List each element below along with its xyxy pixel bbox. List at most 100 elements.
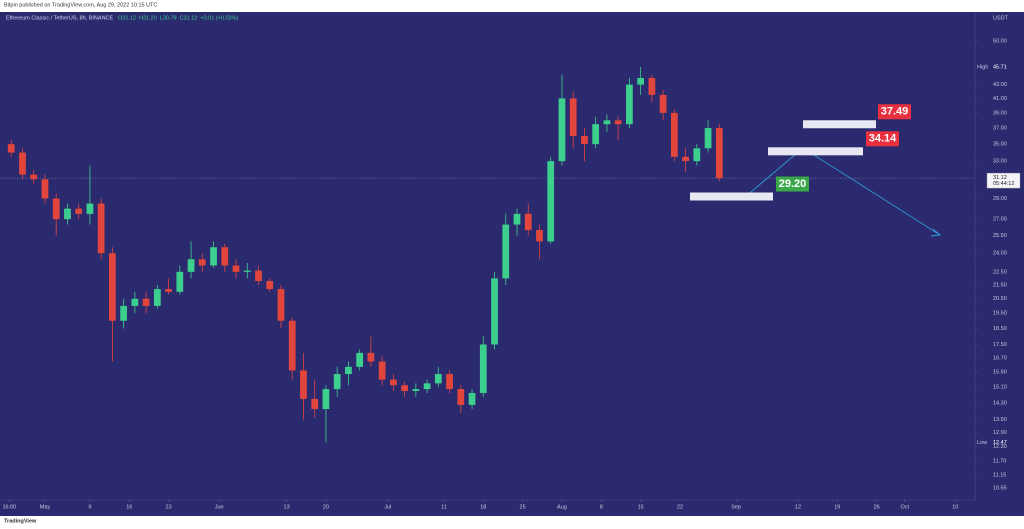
y-tick-label: 24.00 (993, 251, 1007, 257)
price-callout: 34.14 (869, 133, 897, 145)
x-tick-label: 12 (795, 504, 801, 510)
candle-body (30, 174, 38, 180)
candle-body (491, 278, 498, 345)
candle-body (479, 344, 487, 393)
candle-body (581, 135, 588, 145)
candle-body (333, 374, 341, 390)
candle-body (153, 289, 161, 306)
candle-body (569, 98, 577, 136)
y-tick-label: 43.00 (993, 82, 1007, 88)
candle-body (693, 148, 701, 162)
last-price-value: 31.12 (993, 175, 1007, 181)
y-tick-label: 50.00 (993, 38, 1007, 44)
candle-body (401, 385, 408, 392)
x-tick-label: Aug (557, 504, 567, 510)
y-tick-label: 10.65 (993, 486, 1007, 492)
candle-body (52, 198, 60, 220)
y-tick-label: 17.50 (993, 342, 1007, 348)
ohlc-value: L30.79 (160, 15, 177, 21)
candle-body (311, 398, 319, 410)
ohlc-value: +0.01 (+0.03%) (200, 15, 238, 21)
x-tick-label: Sep (731, 504, 741, 510)
y-tick-label: 29.00 (993, 196, 1007, 202)
symbol-title: Ethereum Classic / TetherUS, 8h, BINANCE (6, 15, 114, 21)
candle-body (614, 120, 622, 125)
candle-body (322, 389, 330, 410)
candle-body (536, 230, 543, 242)
low-marker-label: Low (977, 440, 987, 446)
x-tick-label: 23 (166, 504, 172, 510)
chart-background (0, 12, 1024, 516)
y-tick-label: 21.50 (993, 282, 1007, 288)
x-tick-label: 26 (874, 504, 880, 510)
candle-body (120, 305, 128, 321)
y-tick-label: 12.30 (993, 444, 1007, 450)
candle-body (513, 213, 521, 225)
x-tick-label: 11 (441, 504, 447, 510)
candle-body (704, 128, 712, 149)
candle-body (7, 144, 15, 153)
footer-logo: TradingView (4, 518, 37, 524)
y-tick-label: 16.70 (993, 355, 1007, 361)
candle-body (659, 94, 667, 113)
y-tick-label: 11.15 (993, 472, 1006, 478)
candle-body (97, 203, 105, 254)
x-tick-label: Oct (900, 504, 909, 510)
candle-body (243, 270, 251, 272)
x-tick-label: 10 (952, 504, 958, 510)
candle-body (131, 298, 139, 306)
y-tick-label: 13.50 (993, 417, 1007, 423)
y-tick-label: 39.00 (993, 110, 1007, 116)
y-tick-label: 14.30 (993, 400, 1007, 406)
candle-body (423, 383, 431, 390)
y-tick-label: 37.00 (993, 126, 1007, 132)
x-tick-label: 16:00 (2, 504, 16, 510)
candle-body (187, 259, 195, 272)
candle-body (502, 224, 510, 279)
y-tick-label: 20.50 (993, 296, 1007, 302)
candle-body (412, 389, 420, 392)
candle-body (356, 352, 364, 367)
candle-body (670, 112, 678, 157)
price-callout-bg (878, 104, 911, 120)
ohlc-value: O31.12 (118, 15, 136, 21)
y-tick-label: 25.50 (993, 233, 1007, 239)
x-tick-label: 22 (677, 504, 683, 510)
low-marker-value: 12.47 (993, 440, 1007, 446)
x-tick-label: Jun (215, 504, 224, 510)
y-tick-label: 15.90 (993, 370, 1007, 376)
candle-body (109, 253, 116, 321)
candle-body (210, 247, 217, 266)
header: Bitpin published on TradingView.com, Aug… (4, 2, 157, 8)
x-tick-label: 8 (600, 504, 603, 510)
candle-body (165, 289, 172, 292)
candle-body (221, 247, 229, 266)
candle-body (603, 120, 611, 125)
x-tick-label: May (40, 504, 51, 510)
candle-body (434, 374, 442, 384)
candle-body (524, 213, 532, 231)
candle-body (86, 203, 94, 214)
zone-box (803, 120, 876, 129)
y-tick-label: 12.90 (993, 430, 1007, 436)
candle-body (300, 370, 307, 399)
candle-body (468, 392, 476, 405)
high-marker-value: 45.71 (993, 64, 1007, 70)
candle-body (446, 374, 453, 390)
price-callout: 29.20 (779, 178, 807, 190)
candle-body (558, 98, 566, 162)
zone-box (690, 192, 773, 201)
y-tick-label: 41.00 (993, 96, 1007, 102)
candle-body (682, 156, 689, 162)
candle-body (255, 270, 262, 281)
candle-body (457, 389, 465, 405)
candle-body (390, 379, 397, 386)
candle-body (277, 289, 285, 321)
price-callout: 37.49 (881, 106, 909, 118)
candle-body (648, 77, 656, 95)
x-tick-label: Jul (384, 504, 391, 510)
y-tick-label: 11.70 (993, 458, 1006, 464)
y-tick-label: 27.00 (993, 217, 1007, 223)
arrow-head (930, 228, 942, 237)
